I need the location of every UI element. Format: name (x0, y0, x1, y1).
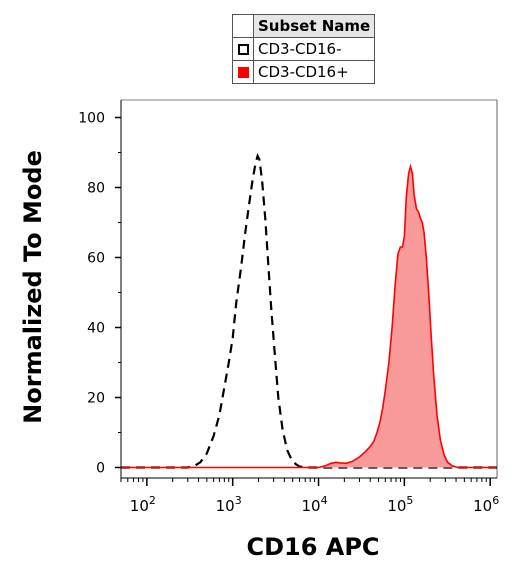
x-tick-label: 105 (387, 494, 413, 515)
series-area-cd3-cd16+ (121, 166, 497, 468)
x-axis-title: CD16 APC (246, 533, 379, 561)
x-tick-label: 103 (216, 494, 242, 515)
legend-item-cd3-cd16-neg: CD3-CD16- (232, 37, 376, 61)
legend-swatch-open-icon (237, 44, 249, 55)
x-tick-label: 104 (301, 494, 327, 515)
y-tick-label: 80 (87, 181, 105, 197)
legend-corner-cell (232, 14, 254, 38)
y-tick-label: 0 (96, 461, 105, 477)
axis-layer: 0 20 40 60 80 100 102 103 104 105 106 (78, 111, 499, 516)
legend-swatch-cell (232, 60, 254, 84)
y-tick-label: 40 (87, 321, 105, 337)
legend-swatch-cell (232, 37, 254, 61)
y-tick-label: 60 (87, 251, 105, 267)
legend-header: Subset Name (252, 14, 376, 38)
y-axis-title: Normalized To Mode (19, 150, 47, 424)
legend-header-row: Subset Name (232, 14, 376, 38)
x-tick-label: 102 (130, 494, 156, 515)
legend: Subset Name CD3-CD16- CD3-CD16+ (232, 14, 376, 84)
y-tick-label: 100 (78, 111, 105, 127)
series-line-cd3-cd16+ (121, 163, 497, 469)
series-line-cd3-cd16- (121, 153, 497, 469)
legend-label: CD3-CD16- (252, 37, 376, 61)
legend-swatch-filled-icon (237, 67, 249, 78)
legend-item-cd3-cd16-pos: CD3-CD16+ (232, 60, 376, 84)
series-layer (121, 153, 497, 469)
x-tick-label: 106 (473, 494, 499, 515)
legend-label: CD3-CD16+ (252, 60, 376, 84)
y-tick-label: 20 (87, 391, 105, 407)
